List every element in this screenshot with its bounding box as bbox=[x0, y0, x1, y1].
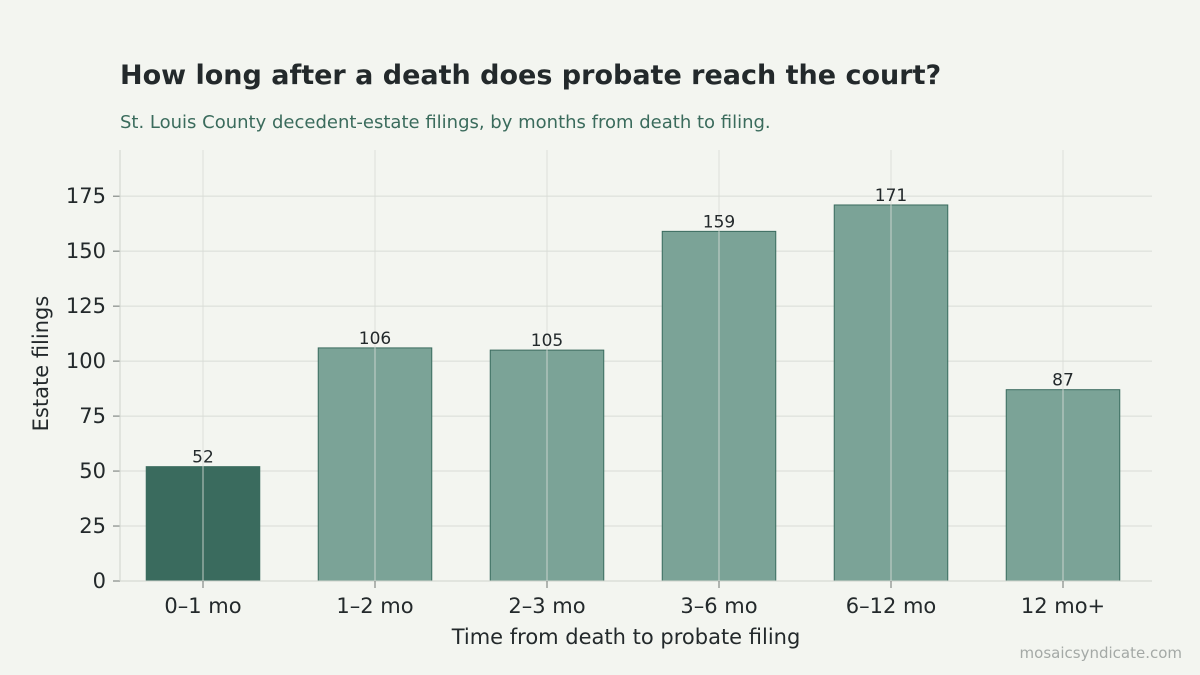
y-tick-label: 50 bbox=[79, 459, 106, 483]
data-label: 52 bbox=[192, 448, 214, 468]
x-tick-label: 12 mo+ bbox=[1021, 594, 1105, 618]
data-labels: 52 106 105 159 171 87 bbox=[192, 186, 1074, 468]
grid-lines bbox=[120, 195, 1152, 527]
data-label: 105 bbox=[531, 331, 563, 351]
data-label: 106 bbox=[359, 329, 391, 349]
vertical-grid-lines bbox=[202, 150, 1064, 581]
x-axis-title: Time from death to probate filing bbox=[451, 625, 801, 649]
x-tick-label: 0–1 mo bbox=[164, 594, 241, 618]
y-tick-label: 0 bbox=[93, 569, 106, 593]
chart-subtitle: St. Louis County decedent-estate filings… bbox=[120, 112, 771, 133]
x-tick-label: 6–12 mo bbox=[846, 594, 937, 618]
data-label: 171 bbox=[875, 186, 907, 206]
y-tick-label: 25 bbox=[79, 514, 106, 538]
bars bbox=[145, 204, 1121, 582]
chart-title: How long after a death does probate reac… bbox=[120, 60, 942, 91]
y-tick-label: 125 bbox=[66, 294, 106, 318]
axes: 0 25 50 75 100 125 150 175 0–1 mo 1–2 mo 2–3 mo 3–6… bbox=[66, 150, 1152, 618]
y-tick-label: 75 bbox=[79, 404, 106, 428]
watermark: mosaicsyndicate.com bbox=[1019, 644, 1182, 662]
x-tick-label: 3–6 mo bbox=[680, 594, 757, 618]
y-tick-label: 100 bbox=[66, 349, 106, 373]
data-label: 87 bbox=[1052, 371, 1074, 391]
y-axis-title: Estate filings bbox=[29, 296, 53, 432]
x-tick-label: 1–2 mo bbox=[336, 594, 413, 618]
x-tick-label: 2–3 mo bbox=[508, 594, 585, 618]
y-tick-label: 175 bbox=[66, 184, 106, 208]
y-tick-label: 150 bbox=[66, 239, 106, 263]
data-label: 159 bbox=[703, 212, 735, 232]
